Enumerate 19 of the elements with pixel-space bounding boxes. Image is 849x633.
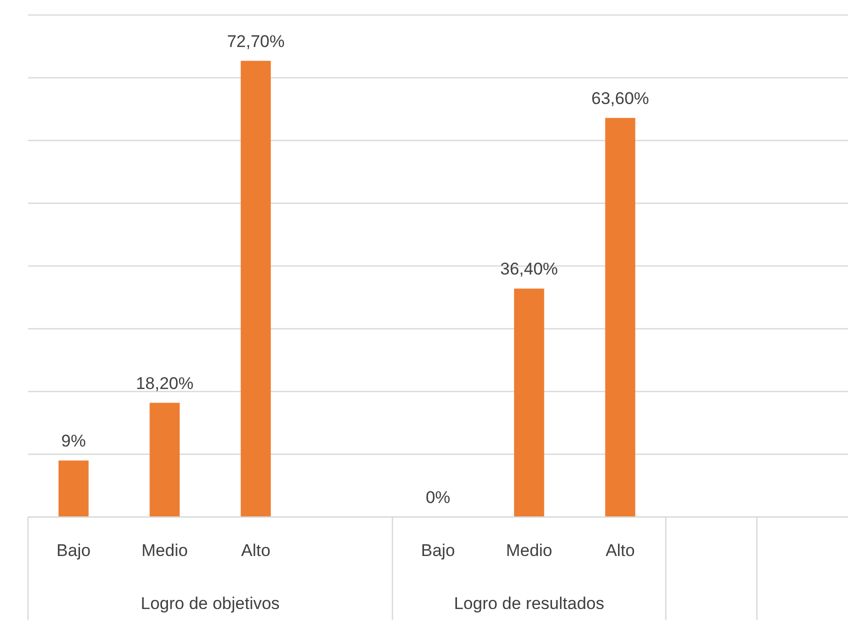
x-tick-label: Medio — [142, 541, 188, 560]
data-label: 18,20% — [136, 374, 194, 393]
bar — [605, 118, 636, 517]
x-tick-label: Medio — [506, 541, 552, 560]
data-label: 72,70% — [226, 32, 285, 51]
text: Logro de resultados — [454, 594, 604, 613]
bar — [150, 402, 180, 517]
text: Logro de objetivos — [140, 594, 280, 613]
x-tick-label: Alto — [241, 541, 270, 560]
data-label: 9% — [61, 432, 86, 451]
data-label: 0% — [426, 488, 450, 507]
data-label: 63,60% — [591, 88, 650, 108]
x-tick-label: Alto — [606, 541, 635, 560]
bar — [514, 288, 544, 517]
data-label: 36,40% — [500, 260, 558, 279]
bar — [58, 460, 89, 517]
x-tick-label: Bajo — [56, 541, 91, 560]
x-tick-label: Bajo — [420, 541, 456, 560]
bar — [240, 60, 271, 517]
